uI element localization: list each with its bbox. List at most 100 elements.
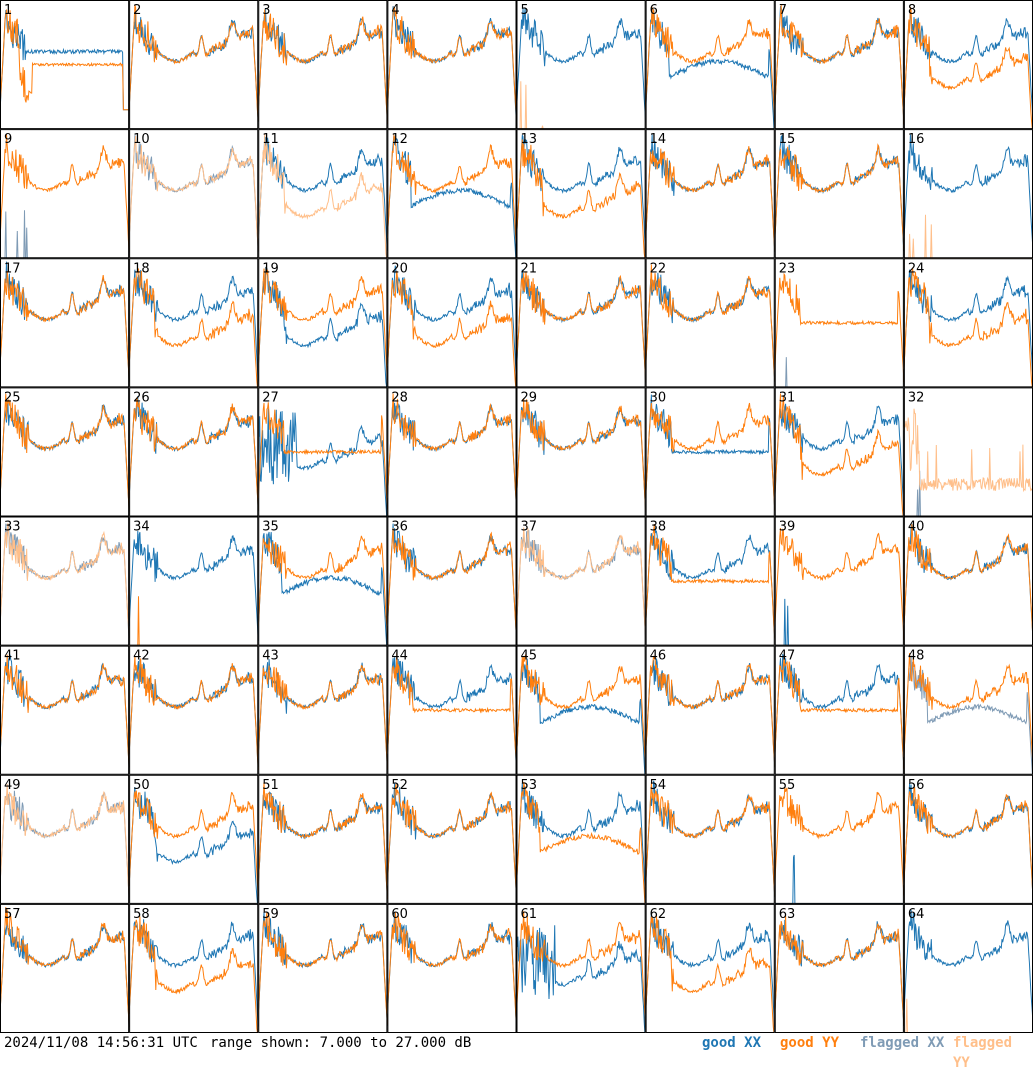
- panel-16-xx-line: [903, 134, 1033, 251]
- panel-28-frame: [387, 387, 517, 517]
- panel-25-frame: [0, 387, 130, 517]
- panel-38: 38: [645, 516, 775, 646]
- panel-36-yy-line: [387, 528, 517, 639]
- panel-30-yy-line: [645, 402, 775, 511]
- panel-14: 14: [645, 129, 775, 259]
- panel-20-label: 20: [391, 261, 408, 276]
- panel-27: 27: [258, 387, 388, 517]
- panel-61-frame: [516, 903, 646, 1033]
- panel-60-xx-line: [387, 911, 517, 1025]
- panel-53: 53: [516, 774, 646, 904]
- panel-44-frame: [387, 645, 517, 775]
- panel-46: 46: [645, 645, 775, 775]
- panel-62-xx-line: [645, 912, 775, 1027]
- panel-12: 12: [387, 129, 517, 259]
- panel-43-label: 43: [262, 649, 279, 664]
- panel-17-label: 17: [4, 261, 21, 276]
- panel-14-xx-line: [645, 134, 775, 253]
- panel-45-xx-line: [516, 658, 646, 775]
- panel-30-xx-line: [645, 394, 775, 511]
- panel-61-label: 61: [521, 907, 538, 922]
- panel-59-label: 59: [262, 907, 279, 922]
- panel-26-label: 26: [133, 390, 150, 405]
- panel-18-xx-line: [129, 269, 259, 382]
- panel-3-xx-line: [258, 8, 388, 122]
- panel-21-xx-line: [516, 269, 646, 383]
- panel-22-yy-line: [645, 264, 775, 382]
- panel-14-label: 14: [650, 132, 667, 147]
- panel-61-yy-line: [516, 911, 646, 1028]
- panel-25-yy-line: [0, 393, 130, 512]
- panel-31-label: 31: [779, 390, 796, 405]
- panel-39-yy-line: [774, 527, 904, 640]
- panel-4: 4: [387, 0, 517, 130]
- panel-35: 35: [258, 516, 388, 646]
- panel-47-label: 47: [779, 649, 796, 664]
- panel-42-label: 42: [133, 649, 150, 664]
- panel-3: 3: [258, 0, 388, 130]
- panel-43-xx-line: [258, 659, 388, 770]
- panel-50: 50: [129, 774, 259, 904]
- panel-34-frame: [129, 516, 259, 646]
- panel-48-xx-line: [903, 655, 1033, 775]
- panel-16: 16: [903, 129, 1033, 259]
- panel-19-yy-line: [258, 266, 388, 380]
- panel-16-yy-line: [903, 214, 1033, 259]
- panel-42-yy-line: [129, 656, 259, 771]
- panel-37-label: 37: [521, 520, 538, 535]
- panel-17: 17: [0, 258, 130, 388]
- panel-18-yy-line: [129, 268, 259, 388]
- panel-42: 42: [129, 645, 259, 775]
- panel-53-frame: [516, 774, 646, 904]
- panel-12-label: 12: [391, 132, 408, 147]
- panel-60-label: 60: [391, 907, 408, 922]
- panel-13-label: 13: [521, 132, 538, 147]
- panel-14-frame: [645, 129, 775, 259]
- panel-41-frame: [0, 645, 130, 775]
- panel-47-xx-line: [774, 653, 904, 767]
- panel-33-label: 33: [4, 520, 21, 535]
- panel-59: 59: [258, 903, 388, 1033]
- panel-44-yy-line: [387, 653, 517, 769]
- panel-56-frame: [903, 774, 1033, 904]
- panel-45: 45: [516, 645, 646, 775]
- panel-36-xx-line: [387, 523, 517, 640]
- panel-32-xx-line: [903, 470, 1033, 517]
- panel-27-frame: [258, 387, 388, 517]
- panel-1-yy-line: [0, 9, 130, 111]
- panel-51-yy-line: [258, 782, 388, 900]
- panel-21-yy-line: [516, 271, 646, 383]
- panel-15: 15: [774, 129, 904, 259]
- panel-31-xx-line: [774, 403, 904, 511]
- panel-27-xx-line: [258, 408, 388, 517]
- panel-53-label: 53: [521, 778, 538, 793]
- panel-62-frame: [645, 903, 775, 1033]
- panel-15-yy-line: [774, 143, 904, 251]
- panel-40-yy-line: [903, 524, 1033, 639]
- legend-flagged-yy: flagged YY: [953, 1035, 1013, 1071]
- panel-3-frame: [258, 0, 388, 130]
- panel-2: 2: [129, 0, 259, 130]
- panel-23-xx-line: [774, 357, 904, 388]
- panel-30-label: 30: [650, 390, 667, 405]
- timestamp: 2024/11/08 14:56:31 UTC: [4, 1035, 198, 1051]
- panel-39: 39: [774, 516, 904, 646]
- panel-4-label: 4: [391, 3, 399, 18]
- panel-63-label: 63: [779, 907, 796, 922]
- panel-54-frame: [645, 774, 775, 904]
- panel-16-label: 16: [908, 132, 925, 147]
- panel-10-xx-line: [129, 135, 259, 252]
- panel-8-frame: [903, 0, 1033, 130]
- panel-23-label: 23: [779, 261, 796, 276]
- panel-51-frame: [258, 774, 388, 904]
- panel-49-label: 49: [4, 778, 21, 793]
- panel-51-xx-line: [258, 791, 388, 896]
- panel-13-frame: [516, 129, 646, 259]
- panel-43: 43: [258, 645, 388, 775]
- panel-11-yy-line: [258, 133, 388, 259]
- panel-62: 62: [645, 903, 775, 1033]
- panel-24-xx-line: [903, 269, 1033, 381]
- panel-58-label: 58: [133, 907, 150, 922]
- panel-38-label: 38: [650, 520, 667, 535]
- panel-35-xx-line: [258, 531, 388, 646]
